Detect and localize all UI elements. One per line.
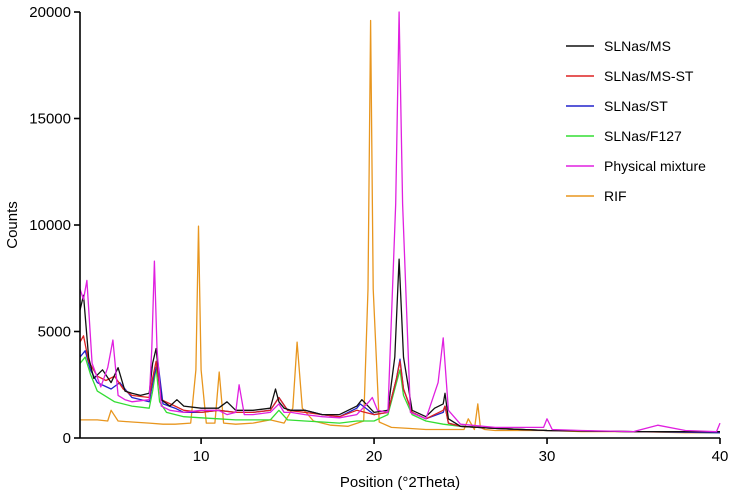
- x-tick-label: 40: [712, 448, 729, 465]
- series-line-1: [79, 356, 721, 434]
- x-tick-label: 20: [366, 448, 383, 465]
- series-line-4: [79, 258, 720, 433]
- legend-label: RIF: [604, 188, 627, 204]
- legend-label: SLNas/MS: [604, 38, 671, 54]
- legend-label: Physical mixture: [604, 158, 706, 174]
- x-axis-title: Position (°2Theta): [340, 474, 460, 491]
- y-tick-label: 15000: [29, 111, 71, 128]
- series-layer: [79, 11, 721, 434]
- legend-label: SLNas/F127: [604, 128, 682, 144]
- x-tick-label: 30: [539, 448, 556, 465]
- y-axis-title: Counts: [4, 201, 21, 249]
- y-tick-label: 10000: [29, 217, 71, 234]
- y-tick-label: 0: [63, 430, 71, 447]
- legend-label: SLNas/MS-ST: [604, 68, 694, 84]
- y-tick-label: 20000: [29, 4, 71, 21]
- ticks-layer: 0 5000 10000 15000 20000 10 20 30 40: [29, 4, 728, 465]
- series-line-3: [79, 335, 720, 433]
- legend: SLNas/MS SLNas/MS-ST SLNas/ST SLNas/F127 Phy…: [566, 38, 706, 204]
- x-tick-label: 10: [193, 448, 210, 465]
- y-tick-label: 5000: [38, 324, 71, 341]
- series-line-5: [79, 11, 721, 433]
- legend-label: SLNas/ST: [604, 98, 668, 114]
